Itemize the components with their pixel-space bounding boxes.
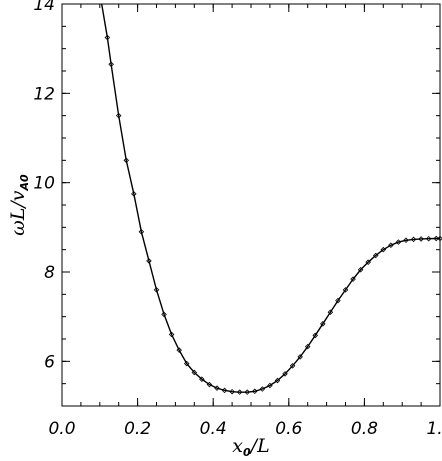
data-point-marker bbox=[229, 388, 235, 395]
data-point-marker bbox=[380, 246, 387, 253]
data-point-marker bbox=[297, 354, 303, 360]
plot-frame bbox=[61, 3, 441, 407]
x-axis-label-rest: /L bbox=[249, 435, 270, 457]
data-point-marker bbox=[418, 236, 424, 242]
data-point-marker bbox=[131, 191, 137, 197]
data-point-marker bbox=[123, 157, 130, 164]
x-tick-label: 0.8 bbox=[351, 419, 378, 439]
x-axis-label: x0/L bbox=[232, 435, 269, 459]
data-point-marker bbox=[168, 331, 175, 338]
data-point-marker bbox=[372, 252, 379, 259]
x-tick-label: 0.4 bbox=[200, 419, 227, 439]
data-point-marker bbox=[146, 258, 152, 264]
data-point-marker bbox=[183, 360, 190, 367]
y-tick-label: 6 bbox=[44, 352, 55, 372]
data-point-marker bbox=[221, 387, 228, 394]
data-point-marker bbox=[437, 235, 442, 242]
data-point-marker bbox=[350, 276, 356, 282]
data-point-marker bbox=[191, 369, 198, 376]
data-point-marker bbox=[108, 61, 114, 68]
data-point-marker bbox=[335, 297, 341, 304]
data-point-marker bbox=[259, 386, 266, 392]
axis-ticks bbox=[61, 3, 441, 407]
tick-labels: 0.0 0.2 0.4 0.6 0.8 1.0 6 8 10 12 14 bbox=[33, 0, 442, 439]
data-point-marker bbox=[176, 347, 182, 353]
y-axis-label-main: ωL/v bbox=[7, 190, 29, 236]
x-tick-label: 0.0 bbox=[48, 419, 75, 439]
x-axis-label-sub: 0 bbox=[243, 446, 251, 459]
y-tick-label: 14 bbox=[33, 0, 55, 15]
data-point-marker bbox=[115, 112, 122, 119]
data-point-marker bbox=[214, 385, 220, 391]
data-point-marker bbox=[312, 332, 319, 339]
data-point-marker bbox=[327, 309, 334, 315]
data-point-marker bbox=[365, 259, 371, 265]
data-point-marker bbox=[289, 363, 296, 369]
data-point-marker bbox=[104, 34, 111, 41]
data-point-marker bbox=[342, 287, 349, 293]
data-point-marker bbox=[282, 371, 288, 377]
data-point-marker bbox=[357, 267, 364, 273]
data-point-marker bbox=[244, 389, 250, 395]
data-point-marker bbox=[403, 237, 409, 244]
data-point-marker bbox=[425, 235, 432, 242]
series-line bbox=[100, 3, 440, 393]
data-point-marker bbox=[433, 235, 439, 242]
data-point-marker bbox=[410, 236, 417, 243]
x-axis-label-main: x bbox=[232, 435, 243, 457]
data-point-marker bbox=[320, 321, 326, 327]
data-point-marker bbox=[206, 381, 213, 388]
data-point-marker bbox=[252, 388, 258, 395]
x-tick-label: 0.6 bbox=[275, 419, 302, 439]
data-point-marker bbox=[153, 287, 160, 293]
data-point-marker bbox=[236, 389, 243, 395]
y-axis-label-sub: A0 bbox=[18, 174, 31, 192]
data-point-marker bbox=[199, 376, 205, 382]
data-point-marker bbox=[161, 311, 167, 318]
data-point-marker bbox=[395, 239, 402, 245]
data-point-marker bbox=[267, 382, 273, 389]
data-point-marker bbox=[304, 343, 311, 350]
data-point-marker bbox=[388, 242, 394, 248]
x-tick-label: 1.0 bbox=[426, 419, 442, 439]
y-tick-label: 12 bbox=[33, 84, 55, 104]
y-tick-label: 8 bbox=[44, 263, 55, 283]
x-tick-label: 0.2 bbox=[124, 419, 151, 439]
data-point-marker bbox=[274, 377, 281, 384]
series-markers bbox=[104, 34, 442, 395]
y-tick-label: 10 bbox=[33, 174, 55, 194]
y-axis-label: ωL/vA0 bbox=[7, 174, 31, 236]
data-point-marker bbox=[138, 229, 145, 235]
